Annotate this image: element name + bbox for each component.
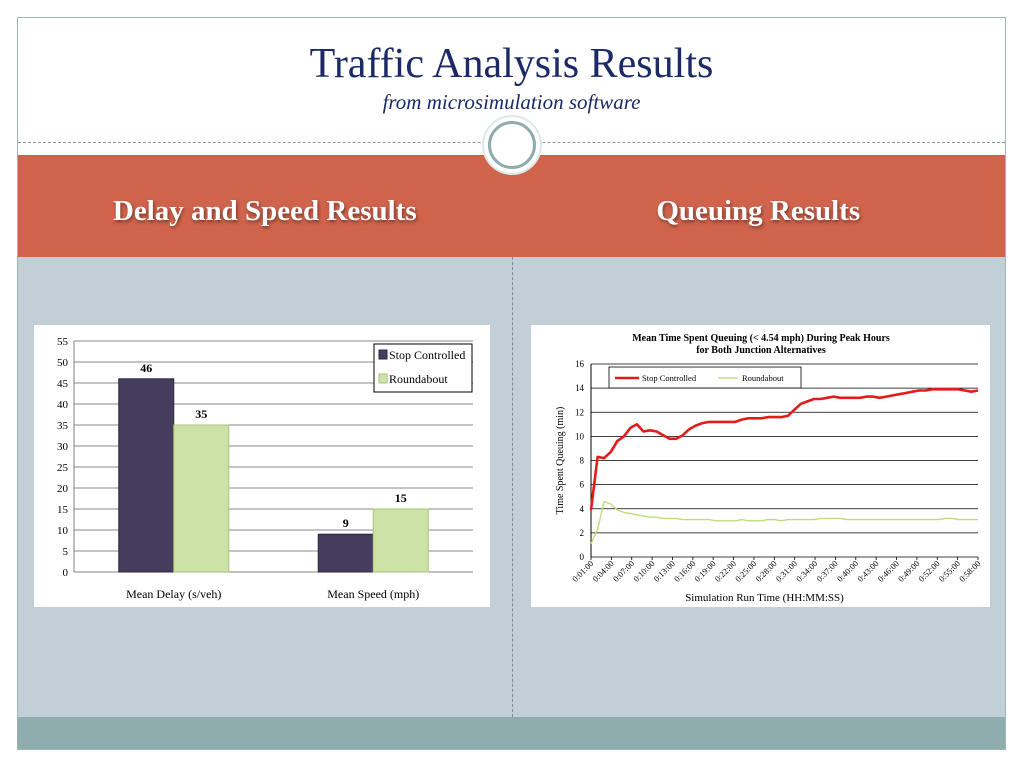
y-tick-label: 8	[580, 456, 585, 466]
line-chart-svg: Mean Time Spent Queuing (< 4.54 mph) Dur…	[555, 333, 982, 604]
y-tick-label: 15	[57, 504, 69, 516]
y-tick-label: 40	[57, 399, 69, 411]
x-tick-label: 0:22:00	[713, 558, 738, 583]
x-tick-label: 0:07:00	[611, 558, 636, 583]
x-tick-label: 0:49:00	[896, 558, 921, 583]
x-tick-label: 0:55:00	[937, 558, 962, 583]
x-tick-label: 0:16:00	[672, 558, 697, 583]
divider-circle-ornament	[484, 117, 540, 173]
y-tick-label: 12	[575, 407, 584, 417]
slide-title: Traffic Analysis Results	[309, 41, 714, 87]
delay-speed-bar-chart: 0 5 10 15 20 25 30 35 40 45 50 55 46 35 Mean Delay (s/…	[34, 325, 490, 607]
line-chart-legend: Stop Controlled Roundabout	[608, 366, 802, 389]
y-tick-label: 55	[57, 336, 69, 348]
y-tick-label: 10	[575, 431, 585, 441]
bar-value-label: 9	[343, 516, 349, 530]
footer-bar	[18, 717, 1005, 749]
y-tick-label: 45	[57, 378, 69, 390]
bar-value-label: 46	[140, 361, 152, 375]
line-chart-title: for Both Junction Alternatives	[696, 345, 826, 356]
slide-subtitle: from microsimulation software	[382, 90, 641, 114]
series-line	[589, 388, 979, 511]
legend-swatch	[378, 373, 388, 384]
content-area: 0 5 10 15 20 25 30 35 40 45 50 55 46 35 Mean Delay (s/…	[18, 257, 1005, 717]
y-tick-label: 14	[575, 383, 585, 393]
y-tick-label: 0	[580, 552, 585, 562]
x-tick-label: 0:31:00	[774, 558, 799, 583]
bar-chart-legend: Stop Controlled Roundabout	[373, 343, 473, 393]
y-tick-label: 25	[57, 462, 69, 474]
slide: Traffic Analysis Results from microsimul…	[17, 17, 1006, 750]
x-tick-label: 0:28:00	[753, 558, 778, 583]
legend-label: Stop Controlled	[642, 373, 697, 383]
y-tick-label: 16	[575, 359, 585, 369]
y-tick-label: 5	[63, 546, 69, 558]
x-tick-label: 0:01:00	[570, 558, 595, 583]
series-line	[590, 500, 978, 544]
y-tick-label: 10	[57, 525, 69, 537]
legend-swatch	[378, 349, 388, 360]
y-axis-label: Time Spent Queuing (min)	[555, 407, 566, 515]
x-tick-label: 0:34:00	[794, 558, 819, 583]
legend-box	[373, 343, 473, 393]
y-tick-label: 50	[57, 357, 69, 369]
x-tick-label: 0:58:00	[957, 558, 982, 583]
y-tick-label: 4	[580, 504, 585, 514]
legend-label: Stop Controlled	[389, 348, 465, 362]
x-tick-label: 0:46:00	[875, 558, 900, 583]
x-axis-label: Simulation Run Time (HH:MM:SS)	[685, 592, 844, 604]
y-tick-label: 35	[57, 420, 69, 432]
column-separator	[512, 257, 513, 717]
y-tick-label: 6	[580, 480, 585, 490]
x-category-label: Mean Delay (s/veh)	[126, 587, 221, 601]
bar-value-label: 15	[395, 491, 407, 505]
x-tick-label: 0:37:00	[814, 558, 839, 583]
line-chart-title: Mean Time Spent Queuing (< 4.54 mph) Dur…	[632, 333, 890, 344]
x-category-label: Mean Speed (mph)	[327, 587, 419, 601]
right-column-heading: Queuing Results	[656, 195, 861, 227]
bar	[173, 424, 230, 573]
bar-chart-svg: 0 5 10 15 20 25 30 35 40 45 50 55 46 35 Mean Delay (s/…	[57, 336, 473, 601]
legend-label: Roundabout	[742, 373, 784, 383]
bar-value-label: 35	[195, 407, 207, 421]
x-tick-label: 0:04:00	[590, 558, 615, 583]
bar	[118, 378, 175, 573]
x-tick-label: 0:25:00	[733, 558, 758, 583]
x-tick-label: 0:13:00	[651, 558, 676, 583]
x-tick-label: 0:52:00	[916, 558, 941, 583]
bar	[317, 533, 374, 573]
queuing-line-chart: Mean Time Spent Queuing (< 4.54 mph) Dur…	[531, 325, 990, 607]
x-tick-label: 0:40:00	[835, 558, 860, 583]
x-tick-label: 0:19:00	[692, 558, 717, 583]
y-tick-label: 2	[580, 528, 585, 538]
x-tick-label: 0:10:00	[631, 558, 656, 583]
heading-band: Delay and Speed Results Queuing Results	[18, 155, 1005, 257]
y-tick-label: 30	[57, 441, 69, 453]
legend-box	[608, 366, 802, 389]
x-tick-label: 0:43:00	[855, 558, 880, 583]
left-column-heading: Delay and Speed Results	[112, 195, 417, 227]
legend-label: Roundabout	[389, 372, 448, 386]
bar	[372, 508, 429, 573]
y-tick-label: 0	[63, 567, 69, 579]
y-tick-label: 20	[57, 483, 69, 495]
